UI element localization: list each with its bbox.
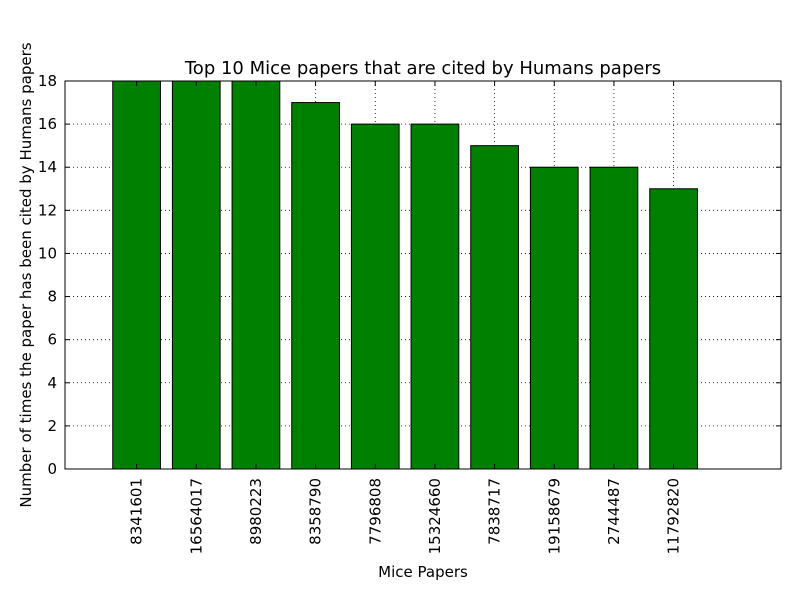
bar bbox=[291, 102, 340, 470]
x-tick-label: 2744487 bbox=[605, 478, 623, 545]
x-tick-label: 8341601 bbox=[128, 478, 146, 545]
x-tick-label: 7838717 bbox=[486, 478, 504, 545]
plot-area-frame bbox=[64, 80, 782, 470]
y-tick-label: 2 bbox=[47, 417, 57, 435]
x-axis-label: Mice Papers bbox=[378, 563, 468, 581]
y-tick-label: 14 bbox=[38, 158, 57, 176]
bar bbox=[171, 80, 221, 470]
y-tick-label: 12 bbox=[38, 201, 57, 219]
x-tick-label: 15324660 bbox=[426, 478, 444, 554]
y-tick-label: 0 bbox=[47, 460, 57, 478]
x-tick-label: 7796808 bbox=[366, 478, 384, 545]
y-axis-label: Number of times the paper has been cited… bbox=[17, 42, 35, 507]
bar bbox=[112, 80, 161, 470]
bar bbox=[410, 123, 460, 470]
y-tick-label: 10 bbox=[38, 244, 57, 262]
bar bbox=[529, 166, 579, 470]
y-tick-label: 16 bbox=[38, 115, 57, 133]
bar bbox=[470, 145, 519, 470]
y-tick-label: 8 bbox=[47, 288, 57, 306]
x-tick-label: 11792820 bbox=[665, 478, 683, 554]
y-tick-label: 6 bbox=[47, 331, 57, 349]
bar bbox=[231, 80, 281, 470]
x-tick-label: 8980223 bbox=[247, 478, 265, 545]
bar bbox=[350, 123, 400, 470]
chart-title: Top 10 Mice papers that are cited by Hum… bbox=[184, 58, 661, 79]
y-tick-label: 18 bbox=[38, 72, 57, 90]
bar bbox=[589, 166, 639, 470]
y-tick-label: 4 bbox=[47, 374, 57, 392]
x-tick-label: 19158679 bbox=[545, 478, 563, 554]
x-tick-label: 16564017 bbox=[187, 478, 205, 554]
bar bbox=[649, 188, 698, 470]
axis-ticks: 0 2 4 6 8 10 12 14 16 18 8341601 16564017 8980223 835… bbox=[38, 72, 781, 554]
x-tick-label: 8358790 bbox=[307, 478, 325, 545]
bars bbox=[112, 80, 698, 470]
